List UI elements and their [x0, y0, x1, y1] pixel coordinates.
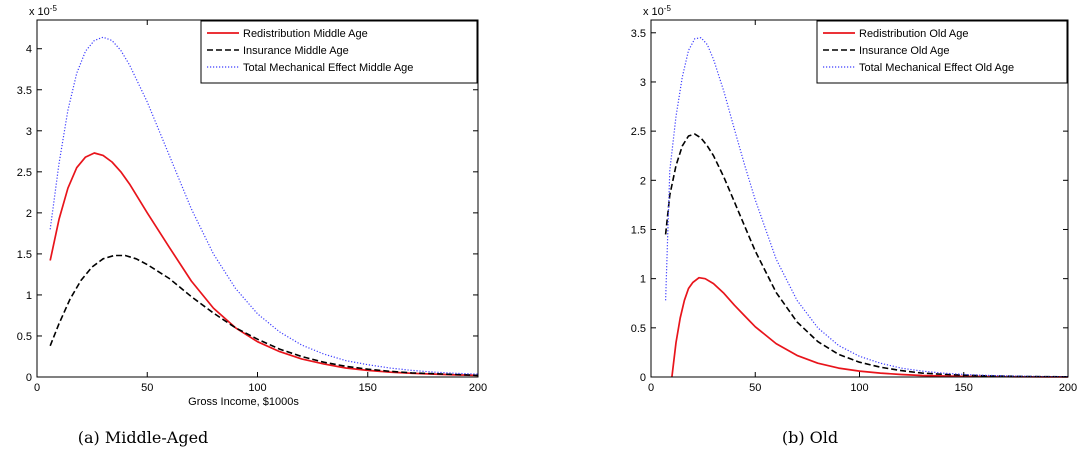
y-tick-label: 0: [26, 372, 32, 384]
legend-entry-label: Insurance Old Age: [859, 45, 950, 57]
chart-panel-old: 0 50 100 150 200 0 0.5 1 1.5 2 2.5 3 3.5 x 10-5 Redi…: [631, 4, 1077, 448]
legend-entry-label: Insurance Middle Age: [243, 45, 349, 57]
series-line-0: [671, 276, 1068, 378]
axis-ticks: 0 50 100 150 200 0 0.5 1 1.5 2 2.5 3 3.5 4: [17, 20, 487, 394]
legend: Redistribution Old Age Insurance Old Age T…: [816, 20, 1068, 84]
y-tick-label: 2.5: [631, 126, 646, 138]
y-tick-label: 0.5: [17, 331, 32, 343]
y-tick-label: 1: [26, 290, 32, 302]
legend: Redistribution Middle Age Insurance Middl…: [200, 20, 478, 84]
series-line-2: [665, 37, 1069, 378]
y-tick-label: 3: [640, 77, 646, 89]
y-exponent-label: x 10-5: [643, 4, 671, 19]
y-tick-label: 2: [26, 208, 32, 220]
series-line-1: [49, 254, 479, 377]
series-line-0: [49, 152, 479, 377]
y-tick-label: 0: [640, 372, 646, 384]
x-tick-label: 0: [648, 382, 654, 394]
series-group: [49, 36, 479, 377]
y-tick-label: 3.5: [17, 85, 32, 97]
y-tick-label: 1: [640, 274, 646, 286]
chart-panel-middle-aged: 0 50 100 150 200 0 0.5 1 1.5 2 2.5 3 3.5 4 x 10-5 Red…: [17, 4, 487, 448]
x-tick-label: 150: [359, 382, 377, 394]
series-line-1: [664, 133, 1069, 378]
series-line-2: [49, 36, 479, 375]
x-tick-label: 0: [34, 382, 40, 394]
y-tick-label: 1.5: [17, 249, 32, 261]
y-tick-label: 2: [640, 175, 646, 187]
y-tick-label: 2.5: [17, 167, 32, 179]
x-tick-label: 50: [749, 382, 761, 394]
x-tick-label: 100: [850, 382, 868, 394]
legend-entry-label: Total Mechanical Effect Old Age: [859, 62, 1014, 74]
legend-entry-label: Redistribution Middle Age: [243, 28, 368, 40]
series-group: [664, 37, 1069, 378]
y-tick-label: 3.5: [631, 28, 646, 40]
x-axis-label: Gross Income, $1000s: [188, 396, 299, 408]
y-tick-label: 4: [26, 44, 32, 56]
y-exponent-label: x 10-5: [29, 4, 57, 19]
x-tick-label: 50: [141, 382, 153, 394]
y-tick-label: 0.5: [631, 323, 646, 335]
y-tick-label: 1.5: [631, 224, 646, 236]
figure-caption: (a) Middle-Aged: [78, 428, 209, 447]
y-tick-label: 3: [26, 126, 32, 138]
x-tick-label: 200: [469, 382, 487, 394]
legend-box: [816, 20, 1068, 84]
x-tick-label: 150: [955, 382, 973, 394]
x-tick-label: 200: [1059, 382, 1077, 394]
legend-box: [200, 20, 478, 84]
figure-caption: (b) Old: [782, 428, 838, 447]
x-tick-label: 100: [248, 382, 266, 394]
legend-entry-label: Redistribution Old Age: [859, 28, 968, 40]
legend-entry-label: Total Mechanical Effect Middle Age: [243, 62, 413, 74]
